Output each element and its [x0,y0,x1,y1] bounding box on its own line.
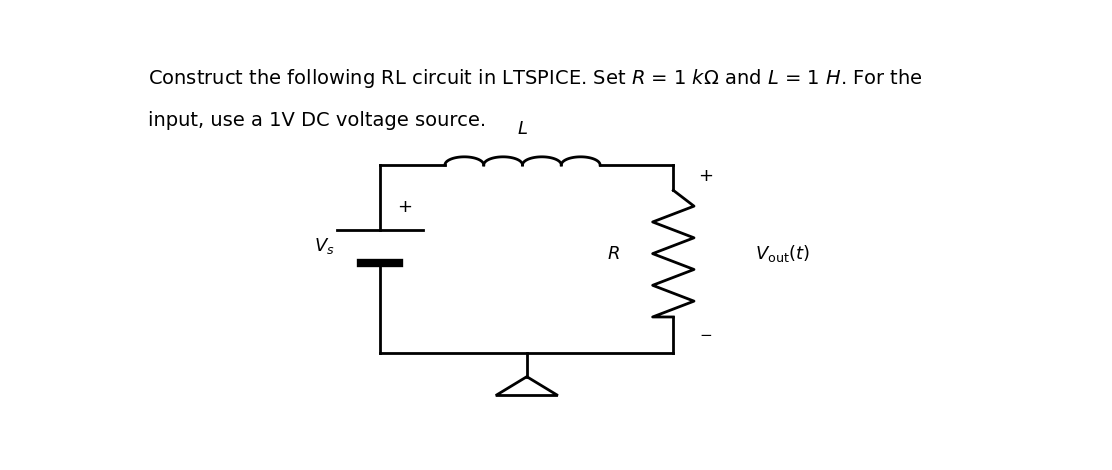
Text: Construct the following RL circuit in LTSPICE. Set $R$ = 1 $k\Omega$ and $L$ = 1: Construct the following RL circuit in LT… [148,67,923,90]
Text: $V_{\mathrm{out}}(t)$: $V_{\mathrm{out}}(t)$ [755,243,811,264]
Text: $V_s$: $V_s$ [314,236,335,257]
Text: $L$: $L$ [517,120,528,138]
Text: $-$: $-$ [699,326,713,341]
Text: $R$: $R$ [606,245,619,263]
Text: +: + [397,197,411,216]
Text: +: + [698,167,714,185]
Text: input, use a 1V DC voltage source.: input, use a 1V DC voltage source. [148,111,486,130]
